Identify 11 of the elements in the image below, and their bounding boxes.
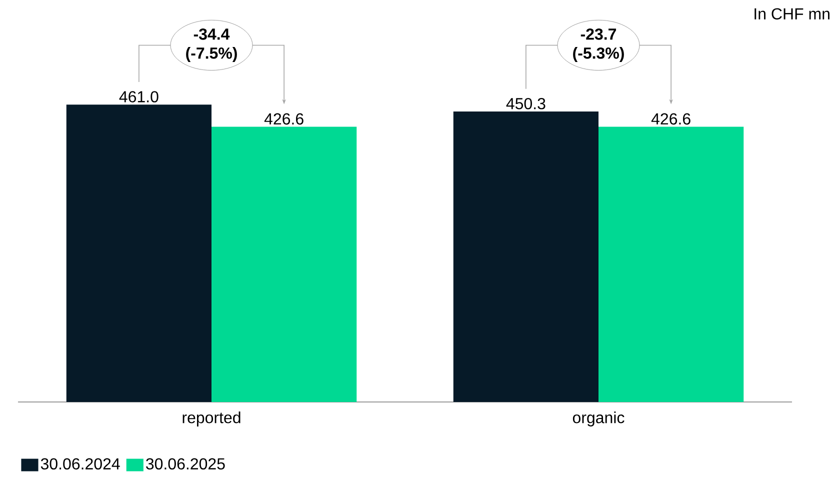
text: -34.4 (-7.5%) bbox=[186, 28, 237, 62]
text: In CHF mn bbox=[754, 8, 830, 20]
data-label: 426.6 bbox=[651, 113, 690, 125]
text: -23.7 (-5.3%) bbox=[573, 28, 624, 62]
legend-label: 30.06.2024 bbox=[40, 458, 120, 470]
x-tick-label: reported bbox=[182, 412, 240, 426]
data-label: 450.3 bbox=[506, 98, 546, 110]
x-tick-label: organic bbox=[572, 412, 624, 426]
data-label: 461.0 bbox=[119, 91, 158, 102]
legend-label: 30.06.2025 bbox=[146, 458, 225, 470]
data-label: 426.6 bbox=[264, 113, 304, 125]
